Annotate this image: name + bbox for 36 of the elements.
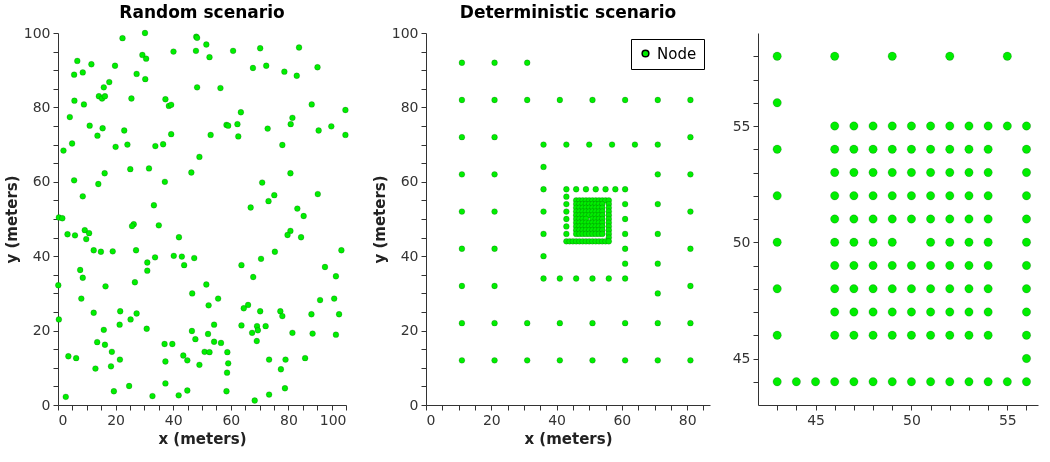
y-tick-label: 100 — [23, 24, 51, 41]
x-axis-title: x (meters) — [158, 429, 247, 448]
x-tick-label: 0 — [426, 411, 436, 428]
chart-title: Deterministic scenario — [459, 2, 677, 22]
y-axis-title: y (meters) — [2, 175, 21, 264]
y-tick-label: 80 — [400, 98, 419, 115]
x-tick-label: 20 — [107, 411, 126, 428]
x-tick-label: 50 — [903, 411, 921, 428]
x-tick-label: 100 — [319, 411, 347, 428]
legend-label: Node — [657, 44, 697, 63]
x-tick-label: 45 — [807, 411, 825, 428]
x-tick-label: 60 — [613, 411, 632, 428]
y-tick-label: 45 — [732, 350, 751, 366]
y-tick-label: 60 — [32, 173, 51, 190]
y-axis-title: y (meters) — [370, 175, 389, 264]
x-tick-label: 60 — [222, 411, 241, 428]
y-tick-label: 50 — [732, 233, 751, 250]
y-tick-label: 80 — [32, 98, 51, 115]
x-tick-label: 0 — [58, 411, 68, 428]
x-tick-label: 80 — [678, 411, 697, 428]
x-tick-label: 20 — [482, 411, 501, 428]
y-tick-label: 0 — [409, 396, 419, 413]
y-tick-label: 55 — [732, 117, 751, 134]
y-tick-label: 20 — [32, 322, 51, 339]
x-tick-label: 40 — [164, 411, 183, 428]
chart-title: Random scenario — [119, 2, 285, 22]
x-axis-title: x (meters) — [524, 429, 613, 448]
y-tick-label: 0 — [41, 396, 51, 413]
x-tick-label: 55 — [998, 411, 1017, 428]
y-tick-label: 40 — [32, 247, 51, 264]
y-tick-label: 60 — [400, 173, 419, 190]
y-tick-label: 20 — [400, 322, 419, 339]
x-tick-label: 80 — [279, 411, 298, 428]
x-tick-label: 40 — [548, 411, 566, 428]
y-tick-label: 40 — [400, 247, 419, 264]
y-tick-label: 100 — [391, 24, 419, 41]
